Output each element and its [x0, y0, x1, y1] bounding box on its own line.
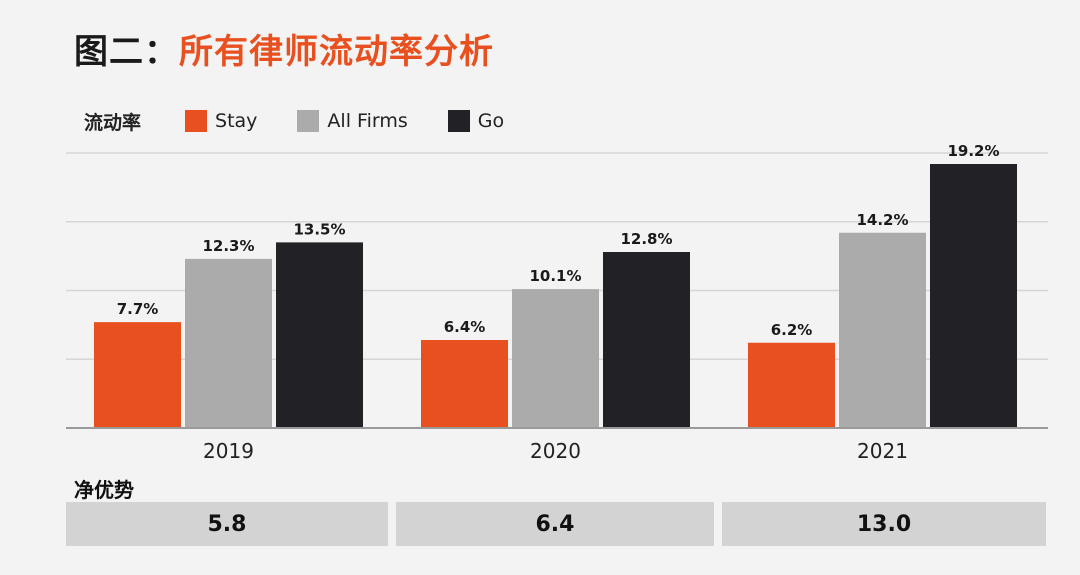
legend-swatch-all-firms — [297, 110, 320, 132]
net-advantage-value: 13.0 — [856, 511, 912, 537]
net-advantage-2021: 13.0 — [722, 502, 1046, 546]
data-label: 12.8% — [620, 230, 672, 248]
legend-text-all-firms: All Firms — [327, 110, 408, 132]
data-label: 12.3% — [202, 237, 254, 255]
bar-go — [276, 242, 363, 428]
bar-all-firms — [185, 258, 272, 428]
net-advantage-2020: 6.4 — [396, 502, 714, 546]
data-label: 14.2% — [856, 211, 908, 229]
data-label: 13.5% — [293, 220, 345, 238]
bar-stay — [94, 322, 181, 428]
net-advantage-2019: 5.8 — [66, 502, 388, 546]
legend-swatch-go — [447, 110, 470, 132]
title-prefix: 图二： — [74, 32, 179, 72]
x-tick-label: 2021 — [857, 439, 908, 463]
bar-go — [603, 252, 690, 428]
bar-all-firms — [839, 232, 926, 428]
legend-item-all-firms: All Firms — [297, 110, 408, 132]
chart-title: 图二：所有律师流动率分析 — [74, 24, 494, 73]
legend-label: 流动率 — [84, 111, 142, 134]
net-advantage-value: 5.8 — [207, 511, 247, 537]
data-label: 6.4% — [444, 318, 486, 336]
bar-all-firms — [512, 289, 599, 428]
legend-text-go: Go — [477, 110, 505, 132]
data-label: 19.2% — [947, 142, 999, 160]
x-tick-label: 2020 — [530, 439, 581, 463]
net-advantage-label: 净优势 — [74, 478, 134, 502]
data-label: 6.2% — [771, 321, 813, 339]
legend-item-go: Go — [447, 110, 505, 132]
legend-text-stay: Stay — [215, 110, 258, 132]
x-tick-label: 2019 — [203, 439, 254, 463]
legend-swatch-stay — [185, 110, 208, 132]
data-label: 7.7% — [117, 300, 159, 318]
legend-item-stay: Stay — [185, 110, 257, 132]
bar-stay — [421, 340, 508, 428]
legend: 流动率 Stay All Firms Go — [84, 106, 544, 136]
bar-go — [930, 164, 1017, 428]
net-advantage-value: 6.4 — [535, 511, 575, 537]
title-main: 所有律师流动率分析 — [179, 32, 494, 72]
data-label: 10.1% — [529, 267, 581, 285]
bar-stay — [748, 342, 835, 428]
